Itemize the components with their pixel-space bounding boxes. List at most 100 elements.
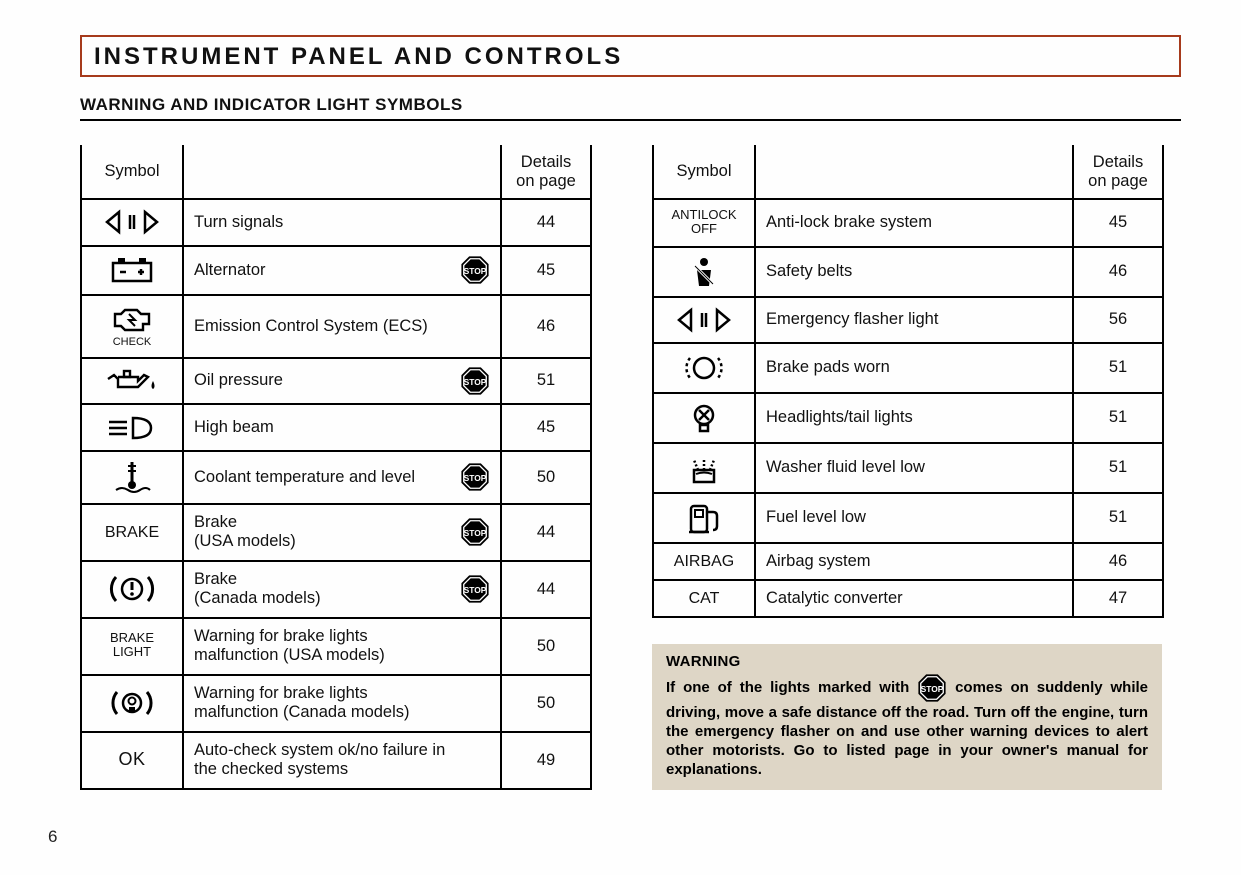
description-text: Fuel level low bbox=[766, 508, 866, 526]
description-cell: Anti-lock brake system bbox=[755, 199, 1073, 247]
description-text: Anti-lock brake system bbox=[766, 213, 932, 231]
stop-icon: STOP bbox=[917, 673, 947, 703]
symbol-cell bbox=[653, 297, 755, 343]
table-row: Brake(Canada models) STOP 44 bbox=[81, 561, 591, 618]
description-text: Auto-check system ok/no failure in the c… bbox=[194, 741, 445, 778]
page-number: 6 bbox=[48, 827, 57, 847]
turn-signals-icon bbox=[664, 306, 744, 334]
high-beam-icon bbox=[92, 414, 172, 442]
symbol-cell: CHECK bbox=[81, 295, 183, 358]
svg-text:STOP: STOP bbox=[464, 473, 487, 483]
description-text: Emergency flasher light bbox=[766, 310, 938, 328]
page-cell: 46 bbox=[1073, 543, 1163, 580]
symbol-text: AIRBAG bbox=[674, 554, 734, 571]
symbol-subtext: CHECK bbox=[92, 336, 172, 348]
symbols-table-right: Symbol Details on page ANTILOCKOFFAnti-l… bbox=[652, 145, 1164, 618]
table-row: Warning for brake lights malfunction (Ca… bbox=[81, 675, 591, 732]
warning-box: WARNING If one of the lights marked with… bbox=[652, 644, 1162, 790]
symbol-text: CAT bbox=[689, 591, 720, 608]
svg-text:STOP: STOP bbox=[464, 266, 487, 276]
section-subtitle: WARNING AND INDICATOR LIGHT SYMBOLS bbox=[80, 95, 1181, 115]
symbol-cell bbox=[81, 451, 183, 504]
description-text: Oil pressure bbox=[194, 371, 283, 389]
brake-warn-icon bbox=[92, 573, 172, 605]
description-text: Safety belts bbox=[766, 262, 852, 280]
col-header-details: Details on page bbox=[1073, 145, 1163, 199]
tables-row: Symbol Details on page Turn signals44 Al… bbox=[80, 145, 1181, 790]
bulb-x-icon bbox=[664, 402, 744, 434]
table-row: AIRBAG Airbag system 46 bbox=[653, 543, 1163, 580]
description-text: Headlights/tail lights bbox=[766, 408, 913, 426]
symbols-table-left: Symbol Details on page Turn signals44 Al… bbox=[80, 145, 592, 790]
svg-text:STOP: STOP bbox=[464, 585, 487, 595]
page-cell: 49 bbox=[501, 732, 591, 789]
page-cell: 51 bbox=[1073, 343, 1163, 393]
page-cell: 44 bbox=[501, 504, 591, 561]
symbol-text: BRAKELIGHT bbox=[110, 631, 154, 658]
warning-body: If one of the lights marked with STOP co… bbox=[666, 679, 1148, 779]
brake-pads-icon bbox=[664, 352, 744, 384]
symbol-cell: BRAKELIGHT bbox=[81, 618, 183, 675]
description-cell: Auto-check system ok/no failure in the c… bbox=[183, 732, 501, 789]
description-text: Coolant temperature and level bbox=[194, 468, 415, 486]
table-row: Brake pads worn51 bbox=[653, 343, 1163, 393]
stop-icon: STOP bbox=[460, 517, 490, 547]
bulb-warn-icon bbox=[92, 687, 172, 719]
description-text: Alternator bbox=[194, 261, 266, 279]
page-cell: 51 bbox=[501, 358, 591, 405]
symbol-cell: ANTILOCKOFF bbox=[653, 199, 755, 247]
page-cell: 47 bbox=[1073, 580, 1163, 617]
table-row: Oil pressure STOP 51 bbox=[81, 358, 591, 405]
description-text: Emission Control System (ECS) bbox=[194, 317, 428, 335]
page-cell: 45 bbox=[501, 404, 591, 451]
description-cell: Emergency flasher light bbox=[755, 297, 1073, 343]
symbol-text: OK bbox=[118, 750, 145, 769]
symbol-cell bbox=[81, 404, 183, 451]
table-row: Fuel level low51 bbox=[653, 493, 1163, 543]
description-cell: Coolant temperature and level STOP bbox=[183, 451, 501, 504]
symbol-cell bbox=[653, 443, 755, 493]
table-row: CHECKEmission Control System (ECS)46 bbox=[81, 295, 591, 358]
description-cell: Catalytic converter bbox=[755, 580, 1073, 617]
symbol-cell bbox=[81, 358, 183, 405]
warning-heading: WARNING bbox=[666, 652, 1148, 671]
stop-icon: STOP bbox=[460, 366, 490, 396]
description-cell: Washer fluid level low bbox=[755, 443, 1073, 493]
page-cell: 50 bbox=[501, 618, 591, 675]
symbol-cell bbox=[653, 393, 755, 443]
stop-icon: STOP bbox=[460, 255, 490, 285]
description-cell: High beam bbox=[183, 404, 501, 451]
table-row: OK Auto-check system ok/no failure in the… bbox=[81, 732, 591, 789]
turn-signals-icon bbox=[92, 208, 172, 236]
subtitle-rule bbox=[80, 119, 1181, 121]
svg-text:STOP: STOP bbox=[464, 528, 487, 538]
description-cell: Oil pressure STOP bbox=[183, 358, 501, 405]
symbol-cell bbox=[653, 493, 755, 543]
section-title: INSTRUMENT PANEL AND CONTROLS bbox=[94, 43, 1167, 71]
table-row: Emergency flasher light56 bbox=[653, 297, 1163, 343]
page-cell: 46 bbox=[1073, 247, 1163, 297]
col-header-blank bbox=[183, 145, 501, 199]
description-text: Turn signals bbox=[194, 213, 283, 231]
description-text: Airbag system bbox=[766, 552, 871, 570]
stop-icon: STOP bbox=[460, 462, 490, 492]
section-title-box: INSTRUMENT PANEL AND CONTROLS bbox=[80, 35, 1181, 77]
description-cell: Airbag system bbox=[755, 543, 1073, 580]
col-header-details: Details on page bbox=[501, 145, 591, 199]
description-cell: Alternator STOP bbox=[183, 246, 501, 295]
page-cell: 44 bbox=[501, 561, 591, 618]
symbol-cell: OK bbox=[81, 732, 183, 789]
symbol-cell bbox=[81, 675, 183, 732]
symbol-cell: BRAKE bbox=[81, 504, 183, 561]
description-text: Warning for brake lights malfunction (Ca… bbox=[194, 684, 410, 721]
description-cell: Brake(Canada models) STOP bbox=[183, 561, 501, 618]
page-cell: 50 bbox=[501, 675, 591, 732]
symbol-cell bbox=[81, 246, 183, 295]
page-cell: 50 bbox=[501, 451, 591, 504]
symbol-cell bbox=[653, 343, 755, 393]
description-text: Washer fluid level low bbox=[766, 458, 925, 476]
symbol-cell: CAT bbox=[653, 580, 755, 617]
description-text: High beam bbox=[194, 418, 274, 436]
table-row: ANTILOCKOFFAnti-lock brake system45 bbox=[653, 199, 1163, 247]
description-cell: Warning for brake lights malfunction (Ca… bbox=[183, 675, 501, 732]
